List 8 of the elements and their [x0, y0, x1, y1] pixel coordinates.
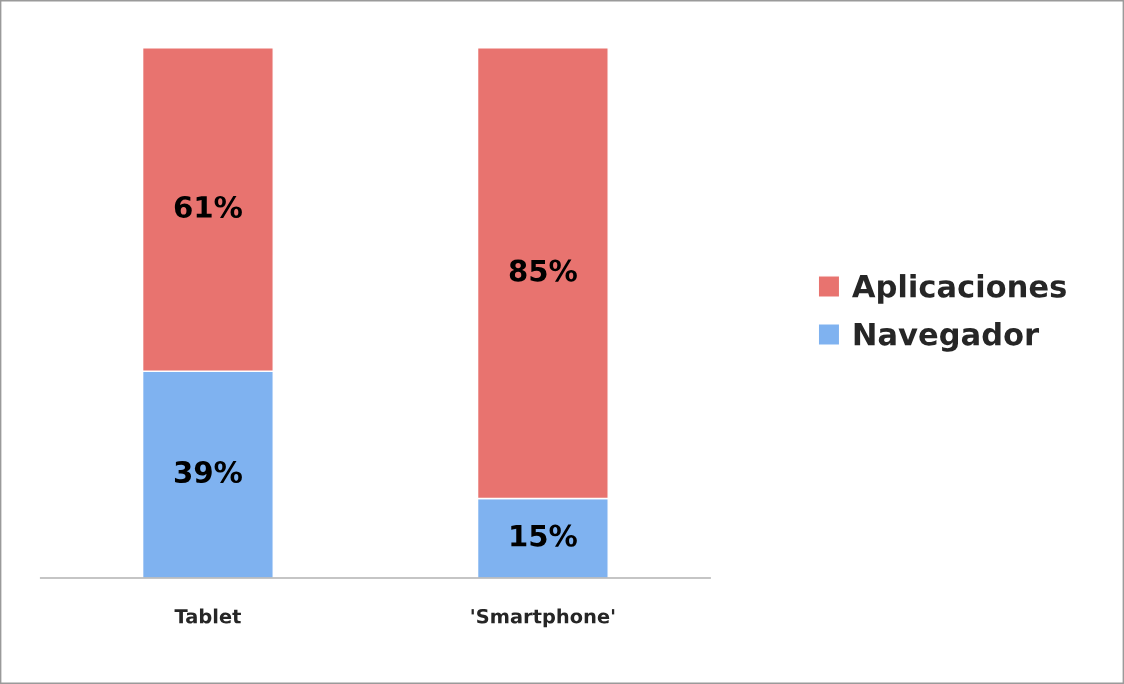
- legend-label: Aplicaciones: [852, 274, 1066, 304]
- data-label: 85%: [509, 259, 577, 282]
- x-tick-label: Tablet: [174, 608, 241, 624]
- data-label: 39%: [174, 461, 242, 484]
- data-label: 15%: [511, 524, 577, 547]
- x-tick-label: 'Smartphone': [471, 608, 615, 628]
- legend-label: Navegador: [854, 321, 1040, 352]
- data-label: 61%: [174, 195, 242, 219]
